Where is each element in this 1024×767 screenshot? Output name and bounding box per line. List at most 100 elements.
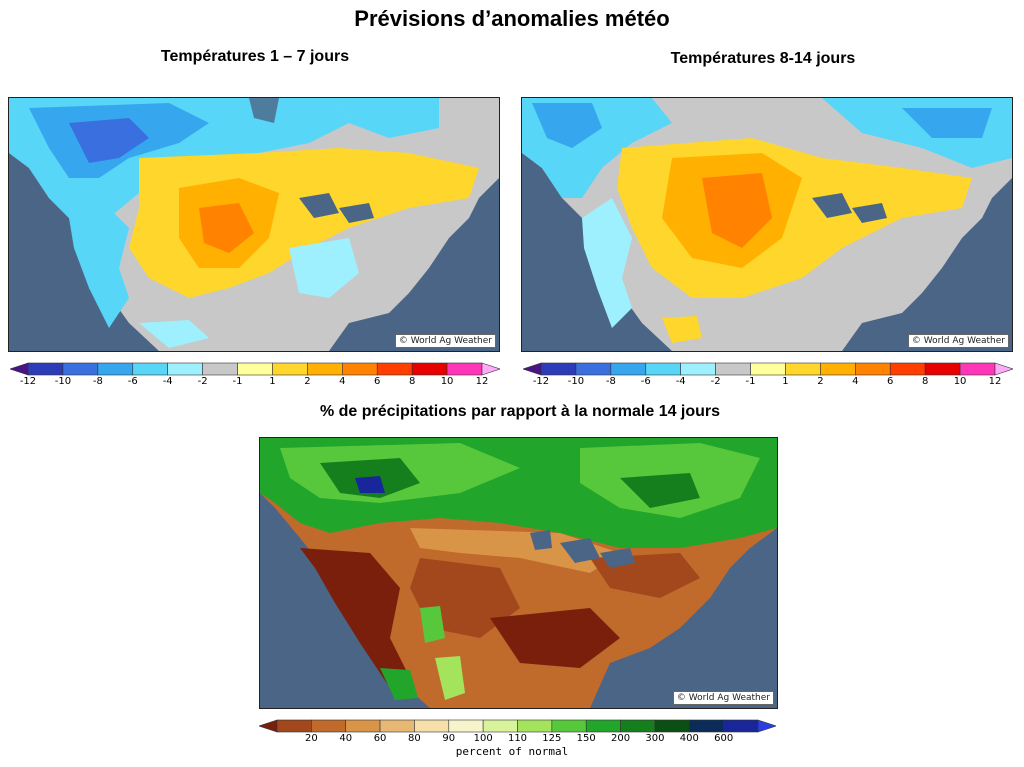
legend-tick-label: 20 (304, 733, 318, 744)
legend-swatch (750, 362, 786, 376)
legend-swatch (688, 719, 724, 733)
legend-tick-label: -12 (532, 376, 550, 387)
legend-tick-label: 6 (887, 376, 894, 387)
legend-swatch (132, 362, 168, 376)
legend-tick-label: -2 (197, 376, 208, 387)
temp-1-7-map: © World Ag Weather (8, 97, 500, 352)
legend-swatch (517, 719, 553, 733)
legend-tick-label: -10 (567, 376, 585, 387)
legend-swatch (889, 362, 926, 376)
map-credit: © World Ag Weather (394, 334, 496, 348)
legend-swatch (342, 362, 378, 376)
legend-tick-label: -8 (605, 376, 616, 387)
legend-arrow-high (994, 362, 1013, 376)
precip-legend-caption: percent of normal (455, 745, 569, 758)
legend-swatch (551, 719, 587, 733)
precip-legend (259, 719, 776, 733)
panel-1-subtitle: Températures 1 – 7 jours (160, 48, 350, 65)
precip-14-map-graphic (260, 438, 777, 708)
legend-swatch (785, 362, 821, 376)
legend-arrow-low (523, 362, 542, 376)
legend-swatch (820, 362, 856, 376)
legend-swatch (345, 719, 381, 733)
legend-tick-label: 150 (576, 733, 596, 744)
page-title: Prévisions d’anomalies météo (354, 6, 670, 31)
legend-tick-label: 8 (408, 376, 416, 387)
legend-swatch (540, 362, 577, 376)
legend-tick-label: -1 (232, 376, 243, 387)
precip-legend-ticks: 20 40 60 80 90 100 110 125 150 200 300 400 600 (259, 733, 776, 747)
legend-arrow-low (259, 719, 278, 733)
legend-swatch (855, 362, 891, 376)
legend-tick-label: 60 (373, 733, 387, 744)
legend-tick-label: 100 (473, 733, 493, 744)
legend-swatch (715, 362, 751, 376)
legend-tick-label: -8 (92, 376, 103, 387)
temp-legend-1 (10, 362, 500, 376)
panel-3-subtitle: % de précipitations par rapport à la nor… (319, 403, 721, 420)
legend-tick-label: -4 (675, 376, 686, 387)
legend-tick-label: -10 (54, 376, 72, 387)
temp-legend-2 (523, 362, 1013, 376)
legend-tick-label: -6 (127, 376, 138, 387)
legend-tick-label: 2 (304, 376, 311, 387)
legend-swatch (311, 719, 347, 733)
legend-tick-label: 40 (339, 733, 353, 744)
legend-swatch (202, 362, 238, 376)
legend-swatch (575, 362, 612, 376)
panel-2-subtitle: Températures 8-14 jours (670, 50, 856, 67)
legend-tick-label: 1 (782, 376, 789, 387)
legend-arrow-high (481, 362, 500, 376)
legend-tick-label: 1 (269, 376, 276, 387)
legend-swatch (237, 362, 273, 376)
legend-swatch (723, 719, 759, 733)
legend-swatch (276, 719, 312, 733)
temp-8-14-map-graphic (522, 98, 1012, 351)
temp-8-14-map: © World Ag Weather (521, 97, 1013, 352)
legend-swatch (446, 362, 483, 376)
legend-tick-label: -4 (162, 376, 173, 387)
legend-swatch (924, 362, 961, 376)
legend-swatch (680, 362, 716, 376)
legend-swatch (482, 719, 518, 733)
legend-swatch (272, 362, 308, 376)
legend-swatch (376, 362, 413, 376)
map-credit: © World Ag Weather (907, 334, 1009, 348)
legend-tick-label: 110 (507, 733, 528, 744)
legend-tick-label: 600 (714, 733, 734, 744)
legend-arrow-high (757, 719, 776, 733)
legend-tick-label: 2 (817, 376, 824, 387)
legend-swatch (585, 719, 621, 733)
legend-tick-label: 10 (440, 376, 454, 387)
legend-swatch (620, 719, 656, 733)
legend-swatch (411, 362, 448, 376)
precip-14-map: © World Ag Weather (259, 437, 778, 709)
temp-legend-1-ticks: -12 -10 -8 -6 -4 -2 -1 1 2 4 6 8 10 12 (10, 376, 500, 390)
legend-tick-label: 12 (988, 376, 1002, 387)
legend-swatch (959, 362, 996, 376)
legend-tick-label: 400 (679, 733, 699, 744)
legend-swatch (379, 719, 415, 733)
temp-legend-2-ticks: -12 -10 -8 -6 -4 -2 -1 1 2 4 6 8 10 12 (523, 376, 1013, 390)
legend-tick-label: 6 (374, 376, 381, 387)
legend-arrow-low (10, 362, 29, 376)
legend-swatch (27, 362, 64, 376)
legend-tick-label: 12 (475, 376, 489, 387)
legend-swatch (610, 362, 647, 376)
legend-tick-label: 4 (852, 376, 859, 387)
legend-tick-label: 125 (542, 733, 562, 744)
legend-swatch (654, 719, 690, 733)
legend-swatch (307, 362, 343, 376)
legend-tick-label: 4 (339, 376, 346, 387)
legend-tick-label: 90 (442, 733, 456, 744)
legend-tick-label: 80 (408, 733, 421, 744)
legend-tick-label: -2 (710, 376, 721, 387)
legend-swatch (97, 362, 134, 376)
legend-swatch (645, 362, 681, 376)
legend-swatch (62, 362, 99, 376)
legend-tick-label: 200 (611, 733, 631, 744)
legend-swatch (414, 719, 450, 733)
legend-swatch (448, 719, 484, 733)
legend-tick-label: -12 (19, 376, 37, 387)
map-credit: © World Ag Weather (672, 691, 774, 705)
